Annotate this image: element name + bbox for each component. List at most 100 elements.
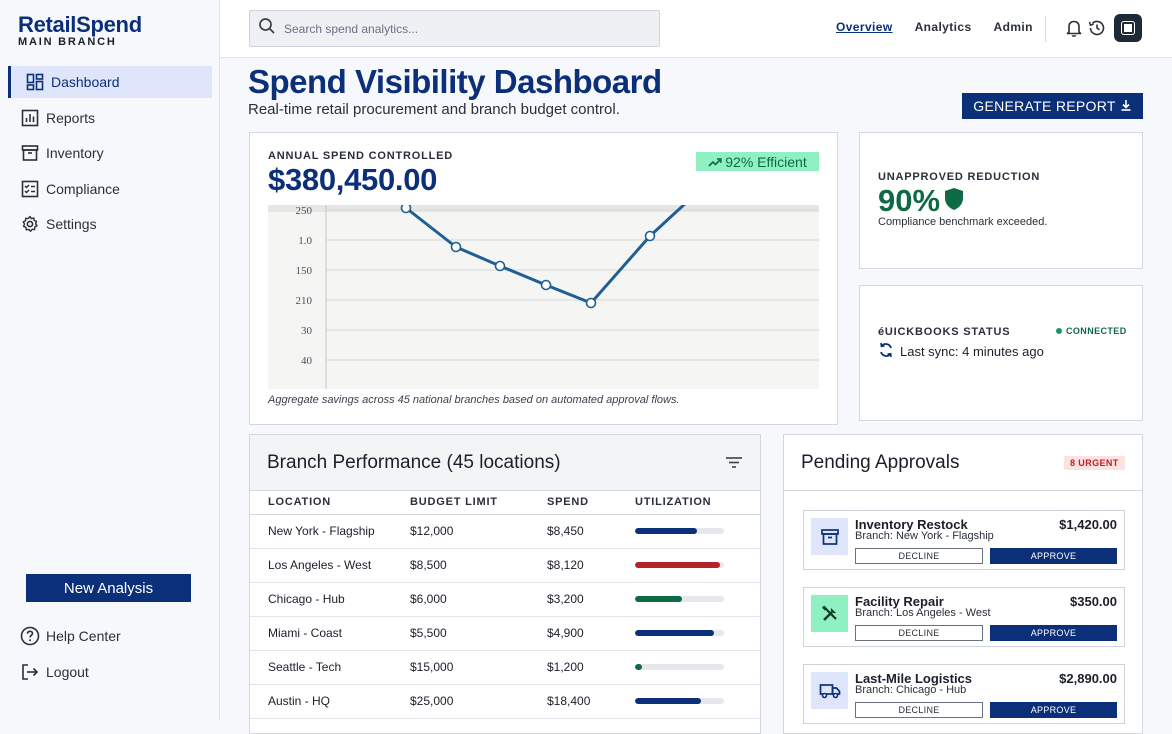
spend-cell: $8,450 [547,514,635,549]
page-title: Spend Visibility Dashboard [248,63,662,100]
budget-limit-cell: $15,000 [410,650,547,685]
spend-cell: $4,900 [547,616,635,651]
sidebar-bottom: Help Center Logout [20,624,121,696]
approval-amount: $350.00 [1070,594,1117,609]
budget-limit-cell: $5,500 [410,616,547,651]
data-point [450,241,462,253]
spend-chart: 250 1.0 150 210 30 40 [268,199,819,389]
tools-icon [811,595,848,632]
nav-link-admin[interactable]: Admin [993,20,1033,34]
y-tick-label: 250 [296,205,313,217]
bell-icon[interactable] [1063,17,1085,39]
column-header[interactable]: BUDGET LIMIT [410,491,547,515]
annual-spend-card: ANNUAL SPEND CONTROLLED $380,450.00 92% … [249,132,838,425]
spend-cell: $8,120 [547,548,635,583]
table-header-row: LOCATION BUDGET LIMIT SPEND UTILIZATION [250,491,760,515]
last-sync: Last sync: 4 minutes ago [878,342,1044,361]
data-point [494,260,506,272]
sync-icon[interactable] [878,342,894,361]
search-bar[interactable] [249,10,660,47]
decline-button[interactable]: DECLINE [855,548,983,564]
new-analysis-button[interactable]: New Analysis [26,574,191,602]
sidebar-item-compliance[interactable]: Compliance [8,173,212,205]
column-header[interactable]: UTILIZATION [635,491,760,515]
brand-name: RetailSpend [18,12,142,37]
top-divider [1045,16,1046,42]
column-header[interactable]: LOCATION [250,491,410,515]
table-row[interactable]: Austin - HQ $25,000 $18,400 [250,684,760,719]
table-row[interactable]: Los Angeles - West $8,500 $8,120 [250,548,760,583]
decline-button[interactable]: DECLINE [855,625,983,641]
approval-item[interactable]: Inventory Restock Branch: New York - Flag… [803,510,1125,570]
nav-link-analytics[interactable]: Analytics [914,20,972,34]
approve-button[interactable]: APPROVE [990,625,1117,641]
trending-up-icon [708,154,722,170]
compliance-icon [20,179,40,199]
sidebar-item-inventory[interactable]: Inventory [8,137,212,169]
approval-name: Last-Mile Logistics [855,671,973,686]
sidebar-item-label: Settings [46,216,97,232]
utilization-cell [635,684,760,719]
inventory-icon [20,143,40,163]
decline-button[interactable]: DECLINE [855,702,983,718]
column-header[interactable]: SPEND [547,491,635,515]
generate-report-label: GENERATE REPORT [973,98,1116,114]
approval-item[interactable]: Last-Mile Logistics Branch: Chicago - Hub… [803,664,1125,724]
utilization-bar-fill [635,528,698,534]
help-center-link[interactable]: Help Center [20,624,121,648]
utilization-bar-fill [635,562,720,568]
brand[interactable]: RetailSpend MAIN BRANCH [18,12,142,48]
table-row[interactable]: Seattle - Tech $15,000 $1,200 [250,650,760,685]
spend-cell: $1,200 [547,650,635,685]
approve-button[interactable]: APPROVE [990,548,1117,564]
sidebar-item-label: Compliance [46,180,120,197]
sidebar-item-reports[interactable]: Reports [8,102,212,134]
generate-report-button[interactable]: GENERATE REPORT [962,93,1143,119]
utilization-bar [635,630,724,636]
avatar[interactable] [1114,14,1142,42]
location-cell: Miami - Coast [250,616,410,651]
utilization-bar [635,596,724,602]
utilization-bar-fill [635,664,643,670]
approval-branch: Branch: Chicago - Hub [855,684,967,696]
profile-icon [1122,22,1134,34]
y-tick-label: 150 [296,265,313,277]
approve-button[interactable]: APPROVE [990,702,1117,718]
utilization-bar-fill [635,630,715,636]
pending-header: Pending Approvals 8 URGENT [784,435,1142,491]
data-point [540,279,552,291]
truck-icon [811,672,848,709]
data-point [400,202,412,214]
utilization-cell [635,650,760,685]
sidebar-item-dashboard[interactable]: Dashboard [8,66,212,98]
search-icon [258,17,276,40]
status-dot-icon [1056,328,1062,334]
table-row[interactable]: New York - Flagship $12,000 $8,450 [250,514,760,549]
budget-limit-cell: $25,000 [410,684,547,719]
approval-item[interactable]: Facility Repair Branch: Los Angeles - Wes… [803,587,1125,647]
branch-header: Branch Performance (45 locations) [250,435,760,491]
y-tick-label: 210 [296,295,313,307]
search-input[interactable] [284,21,644,36]
top-nav: Overview Analytics Admin [836,20,1033,34]
utilization-bar-fill [635,596,683,602]
sidebar-item-settings[interactable]: Settings [8,208,212,240]
spend-cell: $18,400 [547,684,635,719]
urgent-badge: 8 URGENT [1064,456,1125,470]
history-icon[interactable] [1086,17,1108,39]
approval-name: Inventory Restock [855,517,968,532]
unapproved-label: UNAPPROVED REDUCTION [878,171,1041,183]
sidebar-nav: Dashboard Reports Inventory Compliance S… [8,66,212,244]
filter-icon[interactable] [724,454,744,475]
location-cell: Seattle - Tech [250,650,410,685]
approval-name: Facility Repair [855,594,944,609]
table-row[interactable]: Miami - Coast $5,500 $4,900 [250,616,760,651]
unapproved-percent: 90% [878,183,941,218]
table-row[interactable]: Chicago - Hub $6,000 $3,200 [250,582,760,617]
pending-title: Pending Approvals [801,452,960,473]
nav-link-overview[interactable]: Overview [836,20,893,34]
approval-branch: Branch: Los Angeles - West [855,607,991,619]
logout-link[interactable]: Logout [20,660,121,684]
location-cell: Austin - HQ [250,684,410,719]
approval-branch: Branch: New York - Flagship [855,530,994,542]
